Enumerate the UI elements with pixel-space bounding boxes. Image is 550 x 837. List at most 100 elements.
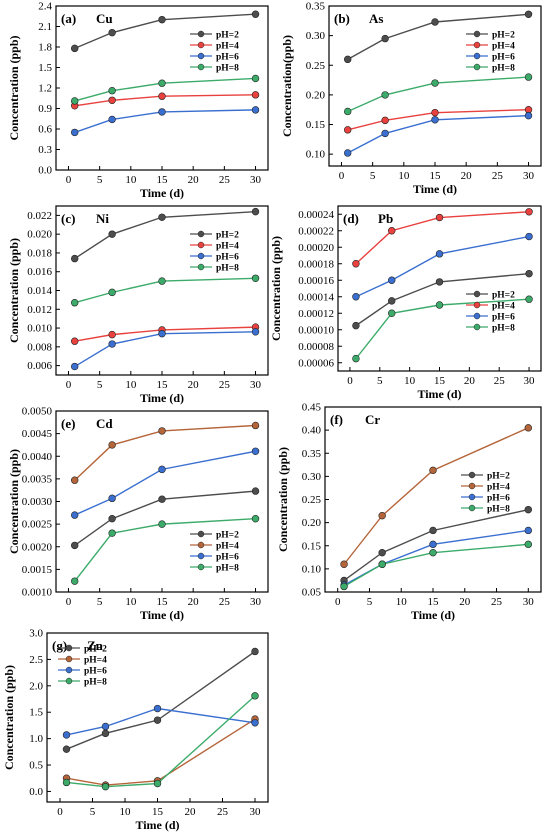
x-tick-label: 30 — [523, 170, 535, 182]
legend-marker — [197, 552, 205, 560]
y-tick-label: 0.014 — [27, 285, 52, 297]
data-point — [153, 716, 162, 724]
legend-marker — [473, 301, 481, 309]
x-tick-label: 30 — [250, 806, 262, 818]
data-point — [429, 526, 437, 535]
series-line-ph-8 — [74, 77, 256, 102]
y-tick-label: 0.00010 — [298, 324, 334, 336]
series-line-ph-8 — [74, 517, 256, 582]
legend: pH=2pH=4pH=6pH=8 — [190, 31, 239, 74]
legend-label: pH=2 — [492, 31, 515, 41]
data-point — [108, 514, 116, 523]
y-tick-label: 0.010 — [27, 323, 52, 335]
data-point — [71, 97, 79, 105]
data-point — [352, 354, 360, 363]
legend: pH=2pH=4pH=6pH=8 — [190, 231, 239, 274]
x-tick-label: 15 — [428, 596, 440, 608]
data-point — [431, 108, 439, 117]
legend-marker — [473, 290, 481, 298]
legend: pH=2pH=4pH=6pH=8 — [58, 645, 107, 688]
data-point — [251, 647, 259, 656]
series-line-ph-4 — [74, 94, 256, 107]
y-tick-label: 0.020 — [27, 229, 52, 241]
panel-label: (b) — [334, 11, 350, 26]
data-point — [429, 466, 437, 475]
x-tick-label: 30 — [250, 379, 262, 391]
x-tick-label: 0 — [347, 375, 353, 387]
data-point — [158, 79, 166, 87]
data-point — [71, 577, 79, 585]
x-axis-title: Time (d) — [413, 182, 457, 196]
x-tick-label: 5 — [97, 596, 103, 608]
element-symbol: Ni — [96, 211, 109, 226]
data-point — [435, 213, 444, 222]
y-tick-label: 0.15 — [306, 119, 326, 131]
y-tick-label: 1.2 — [38, 83, 52, 95]
series-line-ph-4 — [343, 427, 529, 565]
data-point — [340, 582, 348, 591]
x-tick-label: 10 — [125, 596, 137, 608]
legend-marker — [197, 241, 205, 249]
data-point — [524, 10, 533, 18]
y-tick-label: 0.30 — [302, 471, 322, 483]
data-point — [429, 548, 437, 557]
series-line-ph-6 — [74, 331, 256, 368]
y-tick-label: 0.10 — [306, 149, 326, 161]
element-symbol: Cd — [96, 416, 113, 431]
legend-label: pH=6 — [216, 253, 239, 263]
legend-marker — [473, 41, 481, 49]
x-tick-label: 0 — [57, 806, 63, 818]
data-point — [71, 476, 79, 484]
legend-marker — [197, 541, 205, 549]
x-tick-label: 15 — [157, 174, 169, 186]
legend-marker — [65, 666, 73, 674]
data-point — [352, 293, 360, 301]
data-point — [108, 28, 116, 37]
series-line-ph-8 — [347, 76, 529, 113]
legend-marker — [197, 63, 205, 71]
x-tick-label: 20 — [464, 375, 476, 387]
x-tick-label: 25 — [217, 806, 229, 818]
data-point — [381, 34, 389, 43]
series-line-ph-2 — [74, 210, 256, 260]
data-point — [101, 729, 110, 738]
y-tick-label: 0.0045 — [22, 428, 53, 440]
data-point — [158, 277, 166, 285]
legend-label: pH=4 — [492, 302, 515, 312]
y-tick-label: 1.8 — [38, 42, 52, 54]
y-tick-label: 0.00016 — [298, 275, 334, 287]
element-symbol: Cr — [365, 412, 380, 427]
y-tick-label: 0.00022 — [298, 225, 334, 237]
data-point — [524, 540, 532, 549]
x-tick-label: 20 — [459, 596, 471, 608]
data-point — [352, 321, 360, 330]
y-tick-label: 0.25 — [302, 494, 322, 506]
data-point — [158, 520, 166, 528]
legend-marker — [197, 252, 205, 260]
y-tick-label: 1.5 — [38, 62, 52, 74]
y-tick-label: 0.0035 — [22, 473, 53, 485]
y-tick-label: 0.00018 — [298, 258, 334, 270]
y-tick-label: 0.5 — [29, 760, 43, 772]
x-axis-title: Time (d) — [140, 391, 184, 405]
x-tick-label: 5 — [377, 375, 383, 387]
y-tick-label: 0.0 — [38, 165, 52, 177]
data-point — [388, 309, 396, 317]
data-point — [352, 260, 360, 268]
data-point — [381, 91, 389, 99]
data-point — [524, 73, 533, 81]
series-line-ph-2 — [74, 13, 256, 50]
data-point — [158, 465, 166, 474]
series-line-ph-2 — [74, 490, 256, 546]
legend: pH=2pH=4pH=6pH=8 — [466, 291, 515, 334]
legend: pH=2pH=4pH=6pH=8 — [190, 531, 239, 574]
y-tick-label: 0.0030 — [22, 496, 53, 508]
legend-label: pH=6 — [216, 53, 239, 63]
data-point — [62, 778, 71, 787]
data-point — [378, 548, 386, 557]
legend-label: pH=8 — [216, 264, 239, 274]
y-tick-label: 0.20 — [302, 517, 322, 529]
x-tick-label: 5 — [367, 596, 373, 608]
y-tick-label: 0.35 — [302, 448, 322, 460]
data-point — [431, 79, 439, 87]
